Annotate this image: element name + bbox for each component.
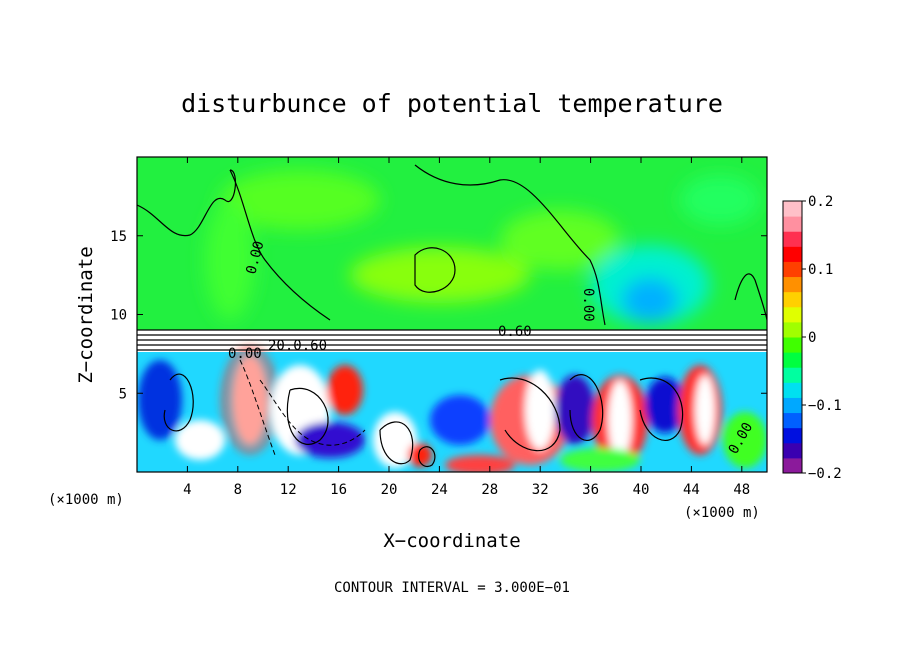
x-unit-label-right: (×1000 m) xyxy=(684,505,760,521)
x-tick-label: 8 xyxy=(234,482,242,498)
colorbar-swatch xyxy=(783,291,802,308)
contour-label: 0.00 xyxy=(580,288,596,322)
contour-interval-note: CONTOUR INTERVAL = 3.000E−01 xyxy=(334,580,570,596)
y-tick-label: 10 xyxy=(110,308,127,324)
colorbar-swatch xyxy=(783,337,802,353)
x-tick-label: 32 xyxy=(532,482,549,498)
x-axis-title: X−coordinate xyxy=(383,530,520,552)
colorbar-swatch xyxy=(783,382,802,398)
colorbar-swatch xyxy=(783,276,802,293)
colorbar-swatch xyxy=(783,352,802,368)
y-tick-label: 15 xyxy=(110,229,127,245)
y-tick-label: 5 xyxy=(119,386,127,402)
x-tick-label: 20 xyxy=(381,482,398,498)
colorbar-tick-label: −0.2 xyxy=(808,466,842,482)
x-tick-label: 44 xyxy=(683,482,700,498)
x-tick-label: 28 xyxy=(481,482,498,498)
colorbar-swatch xyxy=(783,261,802,278)
colorbar-swatch xyxy=(783,231,802,247)
colorbar-ticks: 0.2 0.1 0 −0.1 −0.2 xyxy=(802,194,842,482)
colorbar-swatch xyxy=(783,367,802,383)
x-tick-label: 48 xyxy=(733,482,750,498)
x-tick-label: 16 xyxy=(330,482,347,498)
colorbar-tick-label: 0.1 xyxy=(808,262,833,278)
chart-title: disturbunce of potential temperature xyxy=(181,89,723,118)
x-axis: 4 8 12 16 20 24 28 32 36 40 44 48 xyxy=(183,157,750,498)
colorbar-swatch xyxy=(783,201,802,217)
colorbar-swatch xyxy=(783,306,802,323)
heatmap-field xyxy=(137,157,767,472)
colorbar-swatch xyxy=(783,246,802,262)
colorbar-swatch xyxy=(783,442,802,459)
contour-label: 0.60 xyxy=(498,324,532,340)
x-tick-label: 4 xyxy=(183,482,191,498)
colorbar-swatch xyxy=(783,397,802,414)
colorbar-tick-label: 0.2 xyxy=(808,194,833,210)
x-tick-label: 36 xyxy=(582,482,599,498)
y-axis-title: Z−coordinate xyxy=(75,246,97,383)
x-unit-label-left: (×1000 m) xyxy=(48,492,124,508)
colorbar-swatch xyxy=(783,427,802,444)
contour-label: 20.0.60 xyxy=(268,338,327,354)
colorbar-swatch xyxy=(783,412,802,429)
x-tick-label: 40 xyxy=(633,482,650,498)
colorbar-swatch xyxy=(783,321,802,338)
colorbar-swatch xyxy=(783,216,802,232)
contour-label: 0.00 xyxy=(228,346,262,362)
colorbar-swatch xyxy=(783,457,802,474)
x-tick-label: 24 xyxy=(431,482,448,498)
colorbar-tick-label: 0 xyxy=(808,330,816,346)
x-tick-label: 12 xyxy=(280,482,297,498)
colorbar xyxy=(782,200,803,474)
colorbar-tick-label: −0.1 xyxy=(808,398,842,414)
y-axis: 5 10 15 xyxy=(110,229,767,402)
